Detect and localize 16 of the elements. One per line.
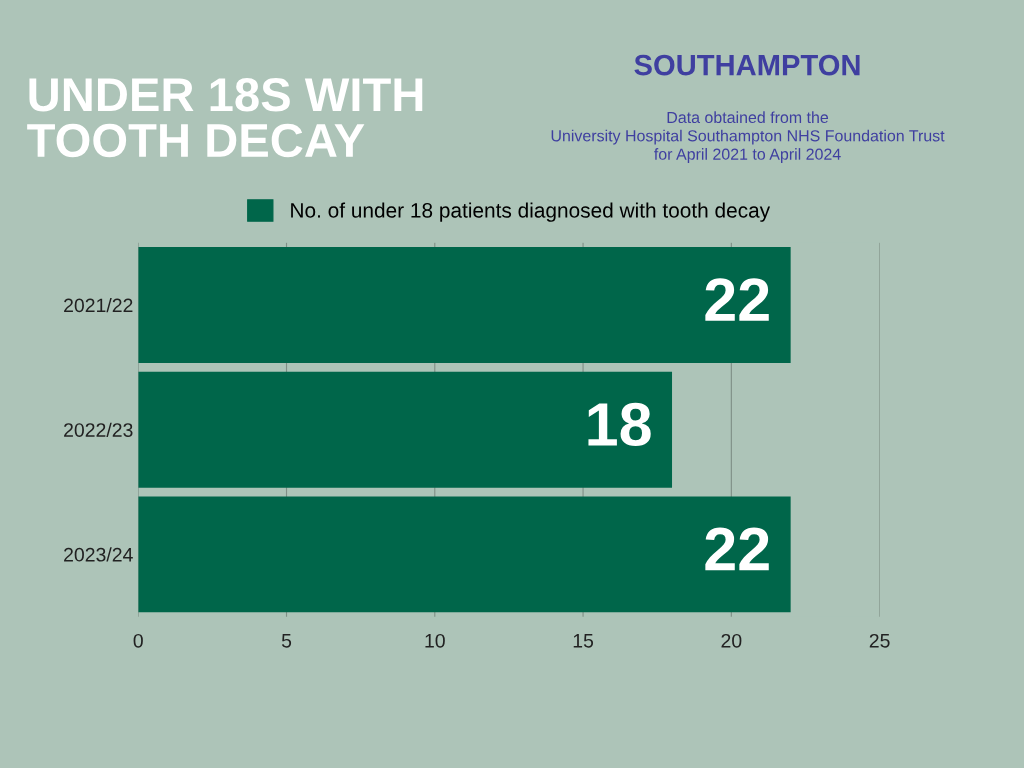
x-tick-label: 20 — [721, 633, 742, 648]
data-label: 22 — [705, 527, 769, 571]
y-tick-label: 2021/22 — [64, 297, 133, 313]
x-tick-label: 25 — [869, 633, 890, 648]
chart-subtitle: SOUTHAMPTON — [634, 54, 860, 76]
x-tick-label: 15 — [573, 634, 594, 648]
x-tick-label: 5 — [281, 634, 292, 648]
data-label: 18 — [588, 402, 651, 447]
chart-title: UNDER 18S WITH TOOTH DECAY — [27, 78, 423, 158]
text: Data obtained from the University Hospital Southampton NHS Foundation Trust for April 2021 to April 2024 — [551, 111, 945, 163]
y-tick-label: 2023/24 — [64, 547, 133, 562]
y-tick-label: 2022/23 — [64, 422, 133, 437]
x-tick-label: 0 — [133, 633, 143, 648]
legend-label: No. of under 18 patients diagnosed with tooth decay — [291, 202, 771, 222]
x-tick-label: 10 — [425, 633, 445, 648]
data-label: 22 — [705, 278, 769, 321]
